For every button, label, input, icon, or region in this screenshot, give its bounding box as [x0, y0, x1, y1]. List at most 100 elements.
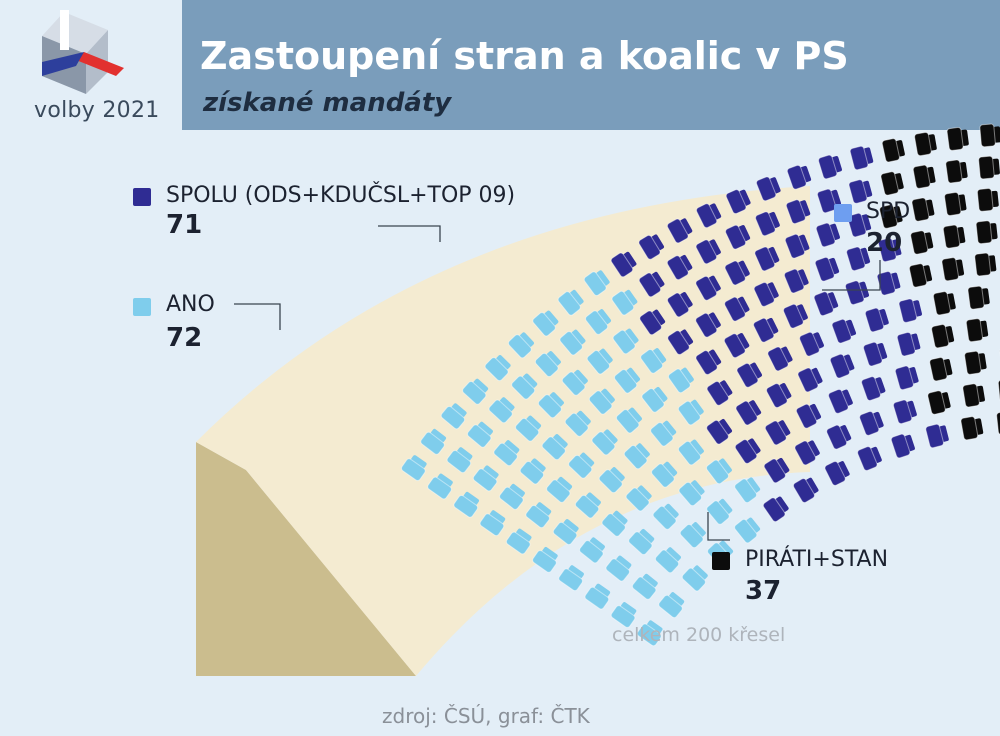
- seat-piráti-5: [908, 263, 933, 288]
- seat-ano-72: [667, 367, 694, 394]
- seat-spolu-48: [813, 291, 839, 317]
- seat-piráti-14: [962, 383, 985, 408]
- seat-piráti-10: [932, 291, 956, 316]
- seat-ano-22: [467, 421, 493, 448]
- seat-ano-27: [601, 510, 628, 537]
- seat-ano-13: [472, 465, 499, 492]
- seat-ano-42: [564, 410, 591, 437]
- seat-spolu-12: [735, 400, 762, 426]
- seat-ano-65: [705, 458, 732, 485]
- seat-ano-54: [532, 310, 559, 337]
- logo-blue-stripe: [42, 52, 84, 76]
- chart-title: Zastoupení stran a koalic v PS: [200, 34, 849, 78]
- seat-ano-35: [568, 452, 595, 479]
- seat-spolu-28: [767, 346, 793, 372]
- logo-cube-top: [42, 12, 108, 54]
- seat-spolu-22: [794, 440, 820, 466]
- seat-spolu-2: [762, 496, 789, 523]
- seat-spolu-31: [695, 203, 722, 229]
- seat-ano-63: [641, 386, 668, 413]
- legend-label-ano: ANO: [166, 292, 215, 317]
- seat-spolu-40: [828, 388, 853, 414]
- seat-spolu-50: [831, 318, 857, 344]
- seat-ano-26: [574, 492, 601, 519]
- seat-spolu-7: [706, 380, 733, 406]
- seat-piráti-27: [997, 378, 1000, 403]
- leader-lines: [234, 225, 881, 541]
- seat-spolu-69: [925, 423, 949, 449]
- seat-spolu-67: [896, 331, 921, 357]
- seat-spolu-27: [795, 403, 822, 429]
- seat-spolu-35: [826, 424, 852, 450]
- leader-spd: [822, 260, 881, 291]
- seat-spolu-53: [786, 164, 812, 190]
- seat-ano-60: [614, 367, 640, 394]
- seat-piráti-21: [967, 285, 990, 310]
- legend-value-spd: 20: [866, 228, 903, 258]
- seat-ano-45: [507, 332, 534, 359]
- seat-spolu-32: [725, 224, 751, 250]
- legend-value-ano: 72: [166, 323, 203, 353]
- seat-spolu-20: [695, 275, 721, 301]
- seat-ano-21: [440, 403, 467, 430]
- volby-logo-icon: [42, 10, 124, 94]
- seat-spolu-47: [859, 411, 884, 436]
- seat-ano-9: [427, 473, 453, 500]
- seat-spolu-17: [764, 420, 791, 446]
- seat-spolu-36: [725, 189, 751, 215]
- seat-ano-12: [446, 447, 473, 474]
- seat-piráti-20: [945, 159, 968, 184]
- seat-spolu-68: [849, 145, 874, 171]
- stand-top: [196, 186, 810, 676]
- seat-ano-31: [654, 547, 681, 574]
- seat-ano-32: [515, 415, 542, 442]
- seat-piráti-7: [910, 230, 934, 255]
- seat-spolu-58: [816, 188, 842, 214]
- legend-swatch-spd: [834, 204, 852, 222]
- legend-swatch-pirati: [712, 552, 730, 570]
- seat-piráti-11: [912, 164, 936, 189]
- seat-ano-11: [420, 428, 447, 455]
- seat-ano-36: [598, 467, 625, 494]
- seat-spolu-57: [844, 280, 870, 306]
- seat-ano-52: [678, 480, 705, 507]
- seat-spolu-39: [799, 331, 824, 357]
- seat-ano-66: [612, 328, 639, 355]
- seat-spolu-29: [753, 317, 779, 343]
- seat-spolu-54: [815, 222, 840, 248]
- seat-ano-19: [631, 573, 658, 600]
- seat-ano-16: [552, 519, 579, 546]
- legend-label-spolu: SPOLU (ODS+KDUČSL+TOP 09): [166, 183, 516, 208]
- seat-ano-48: [623, 443, 650, 470]
- seat-ano-6: [505, 528, 532, 555]
- seat-spolu-70: [877, 237, 902, 263]
- seat-ano-7: [479, 510, 506, 537]
- seat-spolu-30: [724, 260, 750, 286]
- seat-spolu-42: [857, 446, 882, 471]
- seat-ano-50: [651, 461, 678, 488]
- seat-piráti-26: [976, 188, 999, 212]
- seat-ano-59: [734, 517, 761, 544]
- seat-spolu-37: [754, 246, 780, 272]
- seat-spolu-33: [753, 282, 779, 307]
- seat-ano-23: [493, 440, 520, 467]
- seat-ano-57: [586, 348, 613, 375]
- seat-spolu-64: [894, 365, 919, 391]
- seat-spolu-14: [792, 477, 819, 503]
- seat-spolu-45: [829, 353, 855, 379]
- seat-ano-24: [519, 458, 546, 485]
- seat-spolu-13: [638, 234, 665, 260]
- legend-swatch-ano: [133, 298, 151, 316]
- seat-ano-18: [605, 555, 632, 582]
- seat-ano-64: [585, 309, 611, 335]
- seat-piráti-28: [978, 155, 1000, 180]
- seat-piráti-30: [979, 123, 1000, 148]
- seat-piráti-9: [911, 197, 935, 222]
- seat-piráti-3: [880, 171, 904, 196]
- seat-ano-1: [636, 620, 663, 647]
- seat-spolu-11: [666, 292, 693, 318]
- seat-spolu-6: [667, 329, 694, 355]
- seat-ano-39: [625, 485, 652, 512]
- seat-spolu-21: [666, 218, 693, 244]
